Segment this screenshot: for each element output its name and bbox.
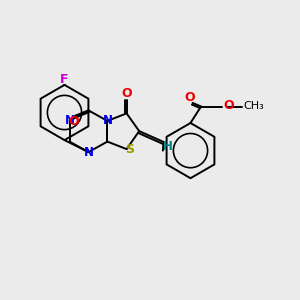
Text: N: N	[64, 114, 75, 128]
Text: O: O	[121, 87, 132, 100]
Text: N: N	[102, 114, 112, 128]
Text: O: O	[68, 115, 79, 128]
Text: H: H	[163, 140, 172, 153]
Text: O: O	[224, 99, 234, 112]
Text: N: N	[83, 146, 94, 159]
Text: O: O	[184, 91, 195, 104]
Text: F: F	[60, 73, 69, 86]
Text: S: S	[125, 142, 134, 156]
Text: CH₃: CH₃	[244, 100, 264, 111]
